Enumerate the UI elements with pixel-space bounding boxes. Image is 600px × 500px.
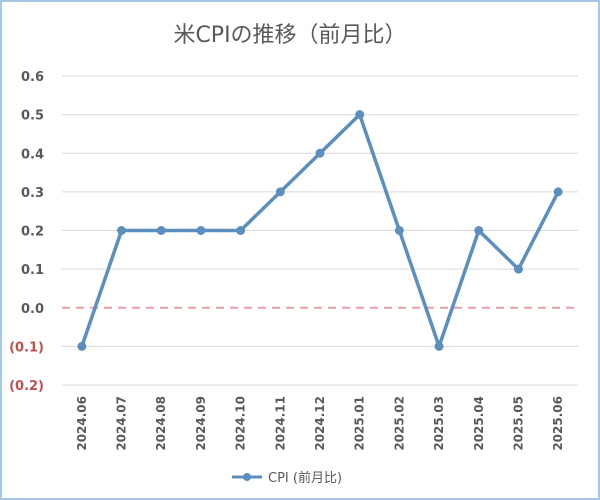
legend: CPI (前月比): [232, 470, 342, 486]
x-tick-label: 2025.03: [432, 396, 446, 451]
x-tick-label: 2024.12: [313, 396, 327, 451]
x-tick-label: 2024.09: [194, 396, 208, 451]
data-point: [553, 187, 563, 197]
y-tick-label: 0.4: [21, 147, 44, 162]
x-tick-label: 2024.07: [115, 396, 129, 451]
x-tick-label: 2024.11: [273, 396, 287, 451]
x-tick-label: 2025.05: [511, 396, 525, 451]
data-point: [236, 226, 246, 235]
y-tick-label: 0.0: [21, 302, 44, 317]
legend-marker-swatch: [243, 473, 251, 481]
data-point: [394, 226, 404, 235]
series-cpi: [77, 110, 563, 351]
y-tick-label: 0.2: [21, 225, 44, 240]
y-tick-label: 0.3: [21, 186, 44, 201]
x-tick-label: 2024.06: [75, 396, 89, 451]
data-point: [196, 226, 206, 235]
data-point: [77, 341, 87, 351]
y-tick-label: 0.6: [21, 70, 44, 85]
y-tick-label: 0.5: [21, 109, 44, 124]
x-tick-label: 2025.02: [392, 396, 406, 451]
data-point: [117, 226, 127, 235]
y-axis-ticks: 0.6 0.5 0.4 0.3 0.2 0.1 0.0 (0.1) (0.2): [9, 70, 44, 394]
chart-title: 米CPIの推移（前月比）: [173, 23, 406, 48]
y-tick-label: 0.1: [21, 263, 44, 278]
data-point: [355, 110, 365, 120]
data-point: [315, 148, 325, 158]
data-point: [474, 226, 484, 235]
data-point: [275, 187, 285, 197]
x-axis-ticks: 2024.06 2024.07 2024.08 2024.09 2024.10 2024.…: [75, 396, 565, 451]
x-tick-label: 2025.04: [472, 396, 486, 451]
y-tick-label: (0.1): [9, 340, 44, 355]
data-point: [513, 264, 523, 274]
x-tick-label: 2025.01: [353, 396, 367, 451]
x-tick-label: 2024.08: [154, 396, 168, 451]
data-point: [156, 226, 166, 235]
legend-label-cpi: CPI (前月比): [268, 470, 342, 486]
y-tick-label: (0.2): [9, 379, 44, 394]
x-tick-label: 2024.10: [234, 396, 248, 451]
x-tick-label: 2025.06: [551, 396, 565, 451]
data-point: [434, 341, 444, 351]
